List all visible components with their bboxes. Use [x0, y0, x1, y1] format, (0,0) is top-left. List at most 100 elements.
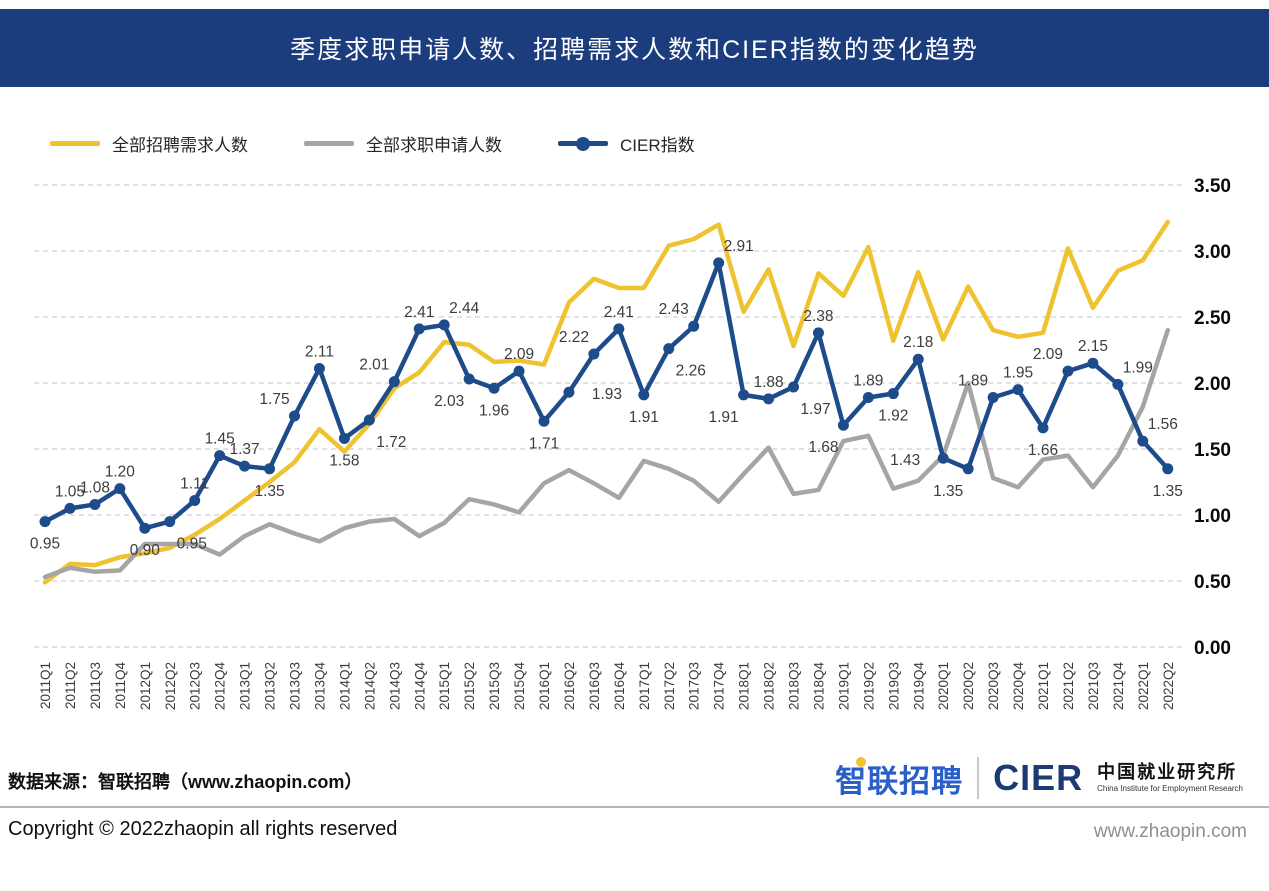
y-axis-tick-label: 2.00 [1194, 374, 1231, 395]
y-axis-tick-label: 0.00 [1194, 638, 1231, 659]
y-axis-tick-label: 1.50 [1194, 440, 1231, 461]
cier-marker [912, 353, 924, 365]
cier-marker [962, 463, 974, 475]
legend-label-supply: 全部求职申请人数 [366, 136, 502, 155]
y-axis-tick-label: 2.50 [1194, 308, 1231, 329]
x-axis-label: 2011Q3 [88, 662, 103, 709]
supply-line-swatch-icon [304, 141, 354, 146]
cier-name-en: China Institute for Employment Research [1097, 783, 1243, 793]
cier-marker [738, 389, 750, 401]
cier-marker [89, 498, 101, 510]
cier-marker [1087, 357, 1099, 369]
cier-marker [114, 483, 126, 495]
legend-label-demand: 全部招聘需求人数 [112, 136, 248, 155]
x-axis-label: 2017Q3 [687, 662, 702, 710]
cier-marker [663, 343, 675, 355]
x-axis-label: 2016Q3 [587, 662, 602, 710]
x-axis-label: 2015Q3 [487, 662, 502, 710]
cier-marker [488, 382, 500, 394]
y-axis-tick-label: 3.00 [1194, 242, 1231, 263]
cier-value-label: 1.96 [479, 402, 509, 419]
x-axis-label: 2015Q4 [512, 662, 527, 711]
cier-marker [388, 376, 400, 388]
x-axis-label: 2020Q4 [1011, 662, 1026, 711]
cier-value-label: 1.91 [709, 409, 739, 426]
x-axis-label: 2014Q4 [412, 662, 427, 711]
cier-marker [788, 381, 799, 393]
x-axis-label: 2013Q2 [263, 662, 278, 710]
x-axis-label: 2019Q2 [861, 662, 876, 710]
cier-value-label: 1.58 [329, 452, 359, 469]
page-title: 季度求职申请人数、招聘需求人数和CIER指数的变化趋势 [290, 36, 979, 64]
cier-value-label: 1.99 [1123, 359, 1153, 376]
cier-marker [513, 365, 525, 377]
cier-marker [638, 389, 650, 401]
footer-logos: 智联招聘 CIER 中国就业研究所 China Institute for Em… [835, 750, 1243, 806]
zhaopin-logo-dot-icon [856, 756, 867, 767]
cier-marker [688, 320, 700, 332]
cier-marker [139, 522, 151, 534]
cier-value-label: 1.43 [890, 452, 920, 469]
cier-dot-swatch-icon [576, 136, 590, 151]
x-axis-label: 2019Q4 [911, 662, 926, 711]
cier-marker [987, 392, 999, 404]
x-axis-label: 2020Q3 [986, 662, 1001, 710]
cier-value-label: 1.37 [230, 441, 260, 458]
cier-value-label: 1.72 [376, 434, 406, 451]
cier-marker [1037, 422, 1049, 434]
x-axis-label: 2020Q1 [936, 662, 951, 710]
cier-value-label: 1.89 [853, 373, 883, 390]
x-axis-label: 2017Q2 [662, 662, 677, 710]
cier-value-label: 1.91 [629, 409, 659, 426]
x-axis-label: 2013Q4 [312, 662, 327, 711]
x-axis-label: 2013Q1 [238, 662, 253, 710]
x-axis-label: 2018Q2 [762, 662, 777, 710]
x-axis-label: 2013Q3 [288, 662, 303, 710]
cier-marker [588, 348, 600, 360]
x-axis-label: 2016Q4 [612, 662, 627, 711]
cier-marker [713, 257, 725, 269]
cier-value-label: 2.43 [659, 301, 689, 318]
cier-marker [837, 419, 849, 431]
cier-value-label: 0.90 [130, 542, 161, 559]
x-axis-label: 2020Q2 [961, 662, 976, 710]
cier-marker [538, 415, 550, 427]
website-link[interactable]: www.zhaopin.com [1093, 821, 1247, 842]
cier-marker [39, 516, 51, 528]
x-axis-label: 2016Q1 [537, 662, 552, 710]
cier-value-label: 2.15 [1078, 338, 1108, 355]
demand-line-swatch-icon [50, 141, 100, 146]
trend-chart: 3.50 3.00 2.50 2.00 1.50 1.00 0.50 0.00 2011Q1 20… [30, 176, 1231, 711]
cier-value-label: 1.35 [254, 483, 284, 500]
cier-value-label: 1.35 [933, 483, 963, 500]
cier-logo: CIER [993, 757, 1084, 798]
x-axis-label: 2011Q4 [113, 662, 128, 710]
cier-marker [613, 323, 625, 335]
x-axis-label: 2017Q4 [712, 662, 727, 711]
cier-marker [214, 450, 226, 462]
legend-item-demand: 全部招聘需求人数 [50, 131, 248, 156]
legend-item-supply: 全部求职申请人数 [304, 131, 502, 156]
zhaopin-logo: 智联招聘 [835, 756, 963, 801]
x-axis-label: 2012Q1 [138, 662, 153, 710]
legend-label-cier: CIER指数 [620, 136, 695, 155]
cier-value-label: 2.44 [449, 300, 480, 317]
cier-value-label: 1.56 [1148, 416, 1178, 433]
x-axis-label: 2017Q1 [637, 662, 652, 710]
x-axis-label: 2021Q3 [1086, 662, 1101, 710]
cier-value-label: 1.75 [259, 391, 289, 408]
cier-marker [64, 502, 76, 514]
x-axis-label: 2014Q2 [362, 662, 377, 710]
x-axis-label: 2012Q3 [188, 662, 203, 710]
cier-marker [289, 410, 300, 422]
cier-marker [189, 494, 201, 506]
cier-marker [1062, 365, 1074, 377]
x-axis-label: 2012Q2 [163, 662, 178, 710]
cier-value-label: 1.92 [878, 408, 908, 425]
cier-marker [413, 323, 425, 335]
cier-institute-name: 中国就业研究所 China Institute for Employment R… [1097, 762, 1243, 794]
cier-value-label: 2.09 [504, 346, 534, 363]
cier-value-label: 2.26 [676, 363, 706, 380]
cier-value-label: 1.45 [205, 431, 235, 448]
cier-value-label: 2.18 [903, 334, 933, 351]
